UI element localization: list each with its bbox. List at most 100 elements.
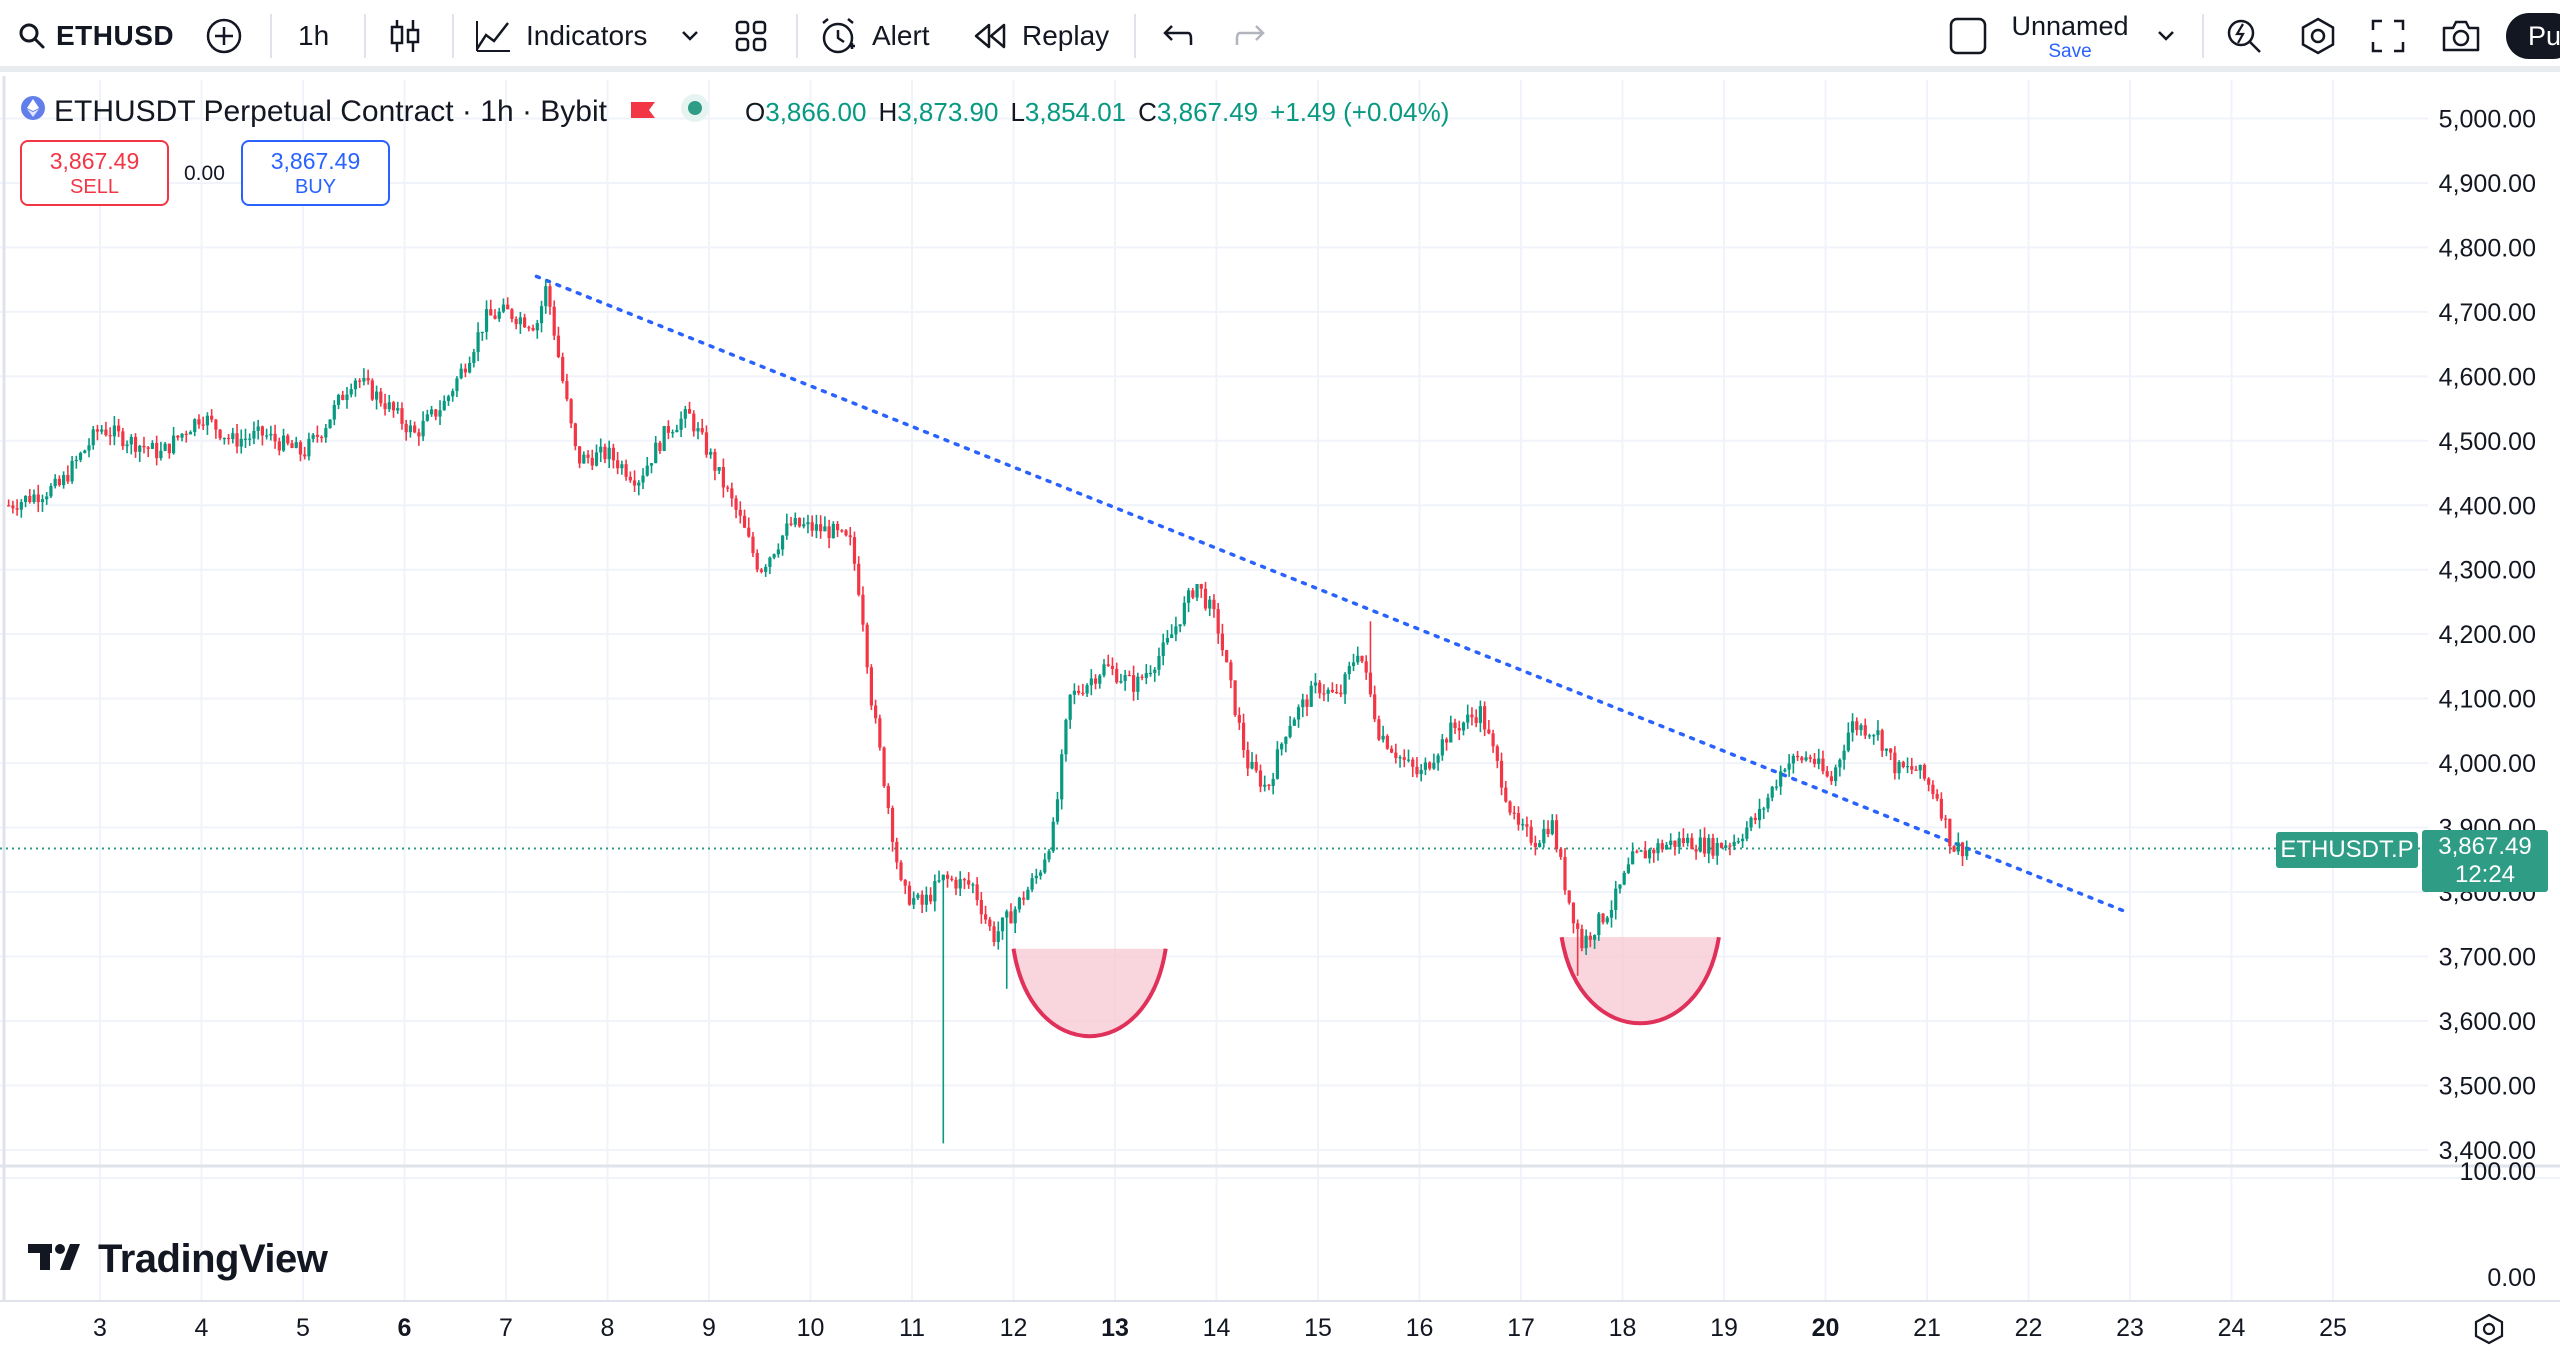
fullscreen-icon (2370, 18, 2406, 54)
candle-body (1631, 851, 1635, 865)
candle (273, 424, 277, 449)
candle-body (1859, 725, 1863, 731)
layout-name-block[interactable]: Unnamed Save (2010, 10, 2130, 62)
candle (1698, 829, 1702, 853)
candle (548, 283, 552, 315)
candle-body (408, 425, 413, 433)
candle-body (1364, 661, 1368, 673)
candle (1411, 757, 1415, 777)
candle (1110, 657, 1115, 676)
settings-button[interactable] (2298, 0, 2338, 72)
candle-body (1698, 837, 1702, 852)
candle (1567, 890, 1571, 905)
candle-body (1559, 849, 1563, 857)
price-tick-label: 4,900.00 (2439, 170, 2536, 198)
candle (573, 422, 577, 451)
add-symbol-button[interactable] (204, 0, 244, 72)
symbol-search[interactable]: ETHUSD (18, 0, 174, 72)
auto-scale-icon[interactable] (2472, 1312, 2506, 1351)
candle (1182, 596, 1186, 627)
legend-title[interactable]: ETHUSDT Perpetual Contract · 1h · Bybit (54, 95, 607, 128)
candle-body (687, 409, 692, 414)
time-tick-label: 10 (796, 1314, 825, 1342)
candle (1821, 750, 1825, 775)
fullscreen-button[interactable] (2370, 0, 2406, 72)
candle (28, 489, 32, 504)
candle-body (1305, 699, 1309, 707)
candle (489, 299, 493, 316)
buy-button[interactable]: 3,867.49 BUY (241, 140, 390, 206)
candle-body (1542, 828, 1546, 844)
candle (654, 435, 658, 464)
indicators-button[interactable]: Indicators (474, 0, 647, 72)
candle-body (831, 523, 835, 539)
time-tick-label: 15 (1304, 1314, 1332, 1342)
candle (7, 499, 11, 507)
candle-body (1157, 656, 1161, 670)
candle (1783, 767, 1787, 773)
price-tick-label: 3,500.00 (2439, 1072, 2536, 1100)
layout-button[interactable] (1948, 0, 1988, 72)
candle-body (772, 554, 776, 558)
candle (1800, 756, 1804, 764)
replay-button[interactable]: Replay (972, 0, 1109, 72)
time-axis[interactable]: 3 4 5 6 7 8 9 10 11 12 13 14 15 16 17 18 19 20 21 22 23 24 25 (0, 1300, 2560, 1356)
candle-body (1055, 799, 1060, 822)
candle-body (1838, 759, 1842, 768)
candle-body (1322, 693, 1326, 695)
interval-button[interactable]: 1h (298, 0, 329, 72)
screenshot-button[interactable] (2440, 0, 2482, 72)
candle-body (806, 522, 810, 525)
candle (40, 494, 45, 512)
candle (1639, 849, 1643, 852)
candle-body (1664, 844, 1669, 850)
chart-type-button[interactable] (388, 0, 422, 72)
candle (1237, 707, 1241, 730)
indicators-dropdown[interactable] (680, 0, 700, 72)
candle (1808, 754, 1812, 763)
candle (738, 501, 742, 524)
quick-search-button[interactable] (2224, 0, 2264, 72)
candle-body (607, 447, 611, 460)
save-label[interactable]: Save (2048, 41, 2092, 62)
candle (1089, 669, 1093, 696)
candle (1922, 763, 1927, 781)
candle-body (506, 304, 510, 310)
candle (1491, 729, 1495, 753)
candle-body (188, 432, 193, 435)
low-value: 3,854.01 (1024, 96, 1127, 127)
candle (1026, 886, 1030, 901)
candle (1174, 616, 1178, 642)
candle-body (446, 396, 451, 401)
candle (1812, 753, 1817, 768)
candle (1017, 896, 1022, 913)
alert-button[interactable]: Alert (818, 0, 930, 72)
sell-button[interactable]: 3,867.49 SELL (20, 140, 169, 206)
candle (924, 886, 928, 912)
candle (979, 892, 983, 924)
templates-button[interactable] (734, 0, 768, 72)
candle-body (692, 413, 696, 432)
candle (1271, 772, 1275, 795)
candle (1525, 816, 1529, 837)
candle (1250, 752, 1254, 770)
redo-button[interactable] (1234, 0, 1268, 72)
layout-dropdown[interactable] (2156, 0, 2176, 72)
candle-body (421, 420, 425, 437)
candle (1732, 834, 1736, 851)
candle (950, 875, 954, 882)
candle (1867, 733, 1872, 739)
price-chart[interactable]: 5,000.00 4,900.00 4,800.00 4,700.00 4,600.00… (0, 0, 2560, 1300)
tradingview-logo[interactable]: TradingView (28, 1234, 328, 1284)
candle-body (62, 474, 66, 486)
candle-body (7, 505, 11, 507)
candle (704, 425, 709, 458)
undo-button[interactable] (1160, 0, 1194, 72)
market-status-icon[interactable] (679, 92, 711, 132)
candle (370, 378, 374, 401)
candle-body (1571, 902, 1576, 924)
publish-button[interactable]: Pu (2506, 13, 2560, 59)
candle-body (852, 537, 857, 564)
candle-body (971, 884, 975, 886)
candle (1191, 588, 1195, 600)
